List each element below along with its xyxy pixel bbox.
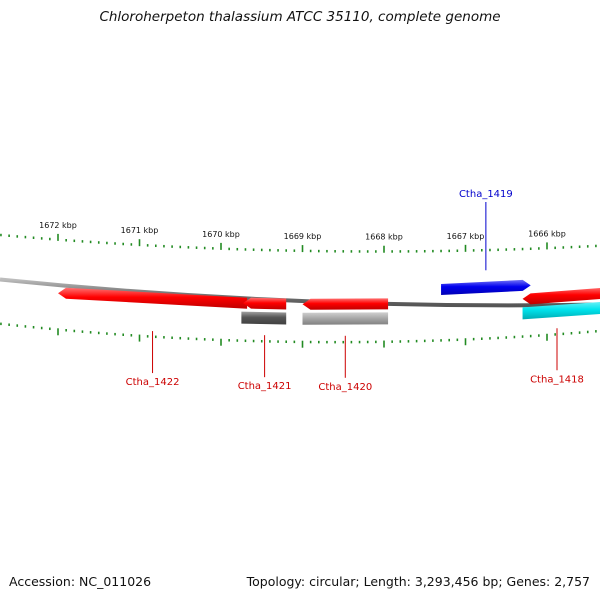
feature-layer — [58, 279, 600, 325]
gene-label[interactable]: Ctha_1421 — [238, 381, 292, 392]
gene-label[interactable]: Ctha_1420 — [318, 382, 372, 393]
scale-label: 1672 kbp — [39, 221, 77, 230]
scale-label: 1670 kbp — [202, 230, 240, 239]
ctha-1418-cds-feature[interactable] — [522, 287, 600, 305]
gene-label[interactable]: Ctha_1419 — [459, 189, 513, 200]
ctha-1420-cds-feature[interactable] — [302, 298, 389, 310]
scale-label: 1668 kbp — [365, 233, 403, 242]
accession-text: Accession: NC_011026 — [9, 574, 152, 589]
label-layer: 1672 kbp 1671 kbp 1670 kbp 1669 kbp 1668 kbp… — [39, 189, 584, 393]
genome-backbone — [0, 277, 600, 308]
tick-layer — [0, 233, 597, 348]
page-title: Chloroherpeton thalassium ATCC 35110, co… — [99, 9, 501, 25]
genome-summary-text: Topology: circular; Length: 3,293,456 bp… — [246, 574, 590, 589]
scale-label: 1671 kbp — [121, 226, 159, 235]
ctha-1421-cds-feature[interactable] — [243, 297, 287, 310]
ctha-1418-rna-feature[interactable] — [522, 301, 600, 320]
ctha-1421-gene-feature[interactable] — [241, 311, 287, 325]
ctha-1419-cds-feature[interactable] — [441, 279, 531, 296]
scale-label: 1669 kbp — [284, 232, 322, 241]
scale-label: 1666 kbp — [528, 229, 566, 238]
gene-label[interactable]: Ctha_1422 — [126, 377, 180, 388]
ctha-1422-cds-feature[interactable] — [58, 287, 248, 309]
gene-label[interactable]: Ctha_1418 — [530, 374, 584, 385]
ctha-1420-gene-feature[interactable] — [302, 312, 389, 325]
scale-label: 1667 kbp — [447, 232, 485, 241]
